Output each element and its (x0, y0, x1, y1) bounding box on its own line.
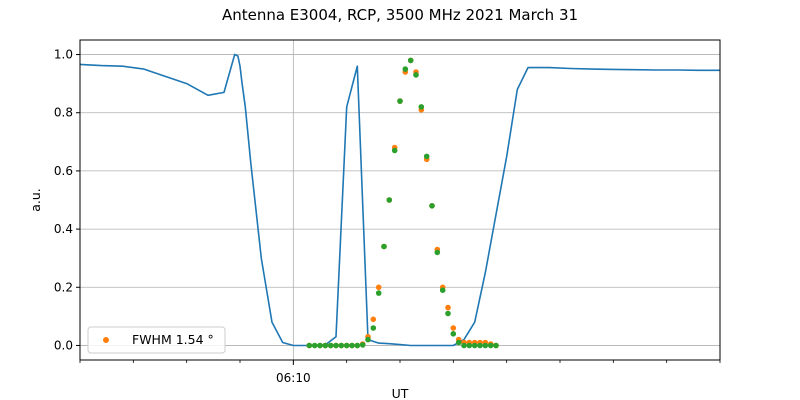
scatter-point (311, 342, 318, 349)
y-tick-label: 0.8 (54, 106, 73, 120)
y-tick-label: 0.6 (54, 164, 73, 178)
scatter-point (434, 249, 441, 256)
scatter-point (333, 342, 339, 349)
scatter-point (445, 304, 451, 311)
scatter-point (349, 342, 355, 349)
scatter-point (461, 342, 467, 349)
scatter-point (386, 197, 393, 203)
legend: FWHM 1.54 ° (87, 326, 226, 354)
scatter-point (423, 153, 430, 160)
scatter-point (375, 290, 382, 296)
scatter-point (487, 342, 494, 349)
scatter-point (450, 331, 457, 337)
scatter-point (450, 325, 457, 331)
scatter-point (471, 342, 478, 349)
scatter-point (402, 66, 409, 72)
series-layer (79, 53, 720, 349)
scatter-point (375, 284, 382, 291)
plot-frame (79, 39, 721, 361)
scatter-point (418, 104, 425, 110)
scatter-point (455, 339, 462, 346)
scatter-point (359, 342, 366, 348)
scatter-point (429, 203, 435, 209)
chart-title: Antenna E3004, RCP, 3500 MHz 2021 March … (222, 6, 578, 24)
axes: 0.0 0.2 0.4 0.6 0.8 1.0 06:10 (54, 48, 721, 385)
scatter-point (338, 342, 345, 349)
scatter-point (343, 342, 350, 349)
grid (80, 40, 720, 360)
scatter-point (493, 342, 499, 349)
scatter-point (365, 336, 371, 343)
scatter-point (370, 316, 377, 323)
scatter-point (407, 57, 414, 64)
legend-label: FWHM 1.54 ° (132, 332, 214, 347)
scatter-point (317, 342, 323, 349)
scatter-point (327, 342, 334, 349)
y-tick-label: 1.0 (54, 48, 73, 62)
scatter-point (354, 342, 361, 349)
scatter-point (445, 310, 451, 317)
scatter-point (306, 342, 313, 349)
scatter-point (482, 342, 489, 349)
y-axis-label: a.u. (28, 188, 43, 212)
y-tick-label: 0.0 (54, 338, 73, 352)
scatter-point (477, 342, 483, 349)
scatter-point (381, 243, 387, 250)
scatter-point (413, 72, 419, 78)
series-line (79, 53, 720, 347)
legend-box (87, 326, 226, 354)
scatter-point (397, 98, 403, 104)
scatter-point (370, 325, 377, 331)
x-tick-label: 06:10 (276, 371, 311, 385)
scatter-point (439, 287, 446, 294)
scatter-point (322, 342, 329, 349)
legend-marker (103, 337, 109, 343)
x-axis-label: UT (392, 386, 409, 400)
y-tick-label: 0.2 (54, 280, 73, 294)
scatter-point (466, 342, 473, 349)
scatter-point (391, 147, 398, 154)
y-tick-label: 0.4 (54, 222, 73, 236)
